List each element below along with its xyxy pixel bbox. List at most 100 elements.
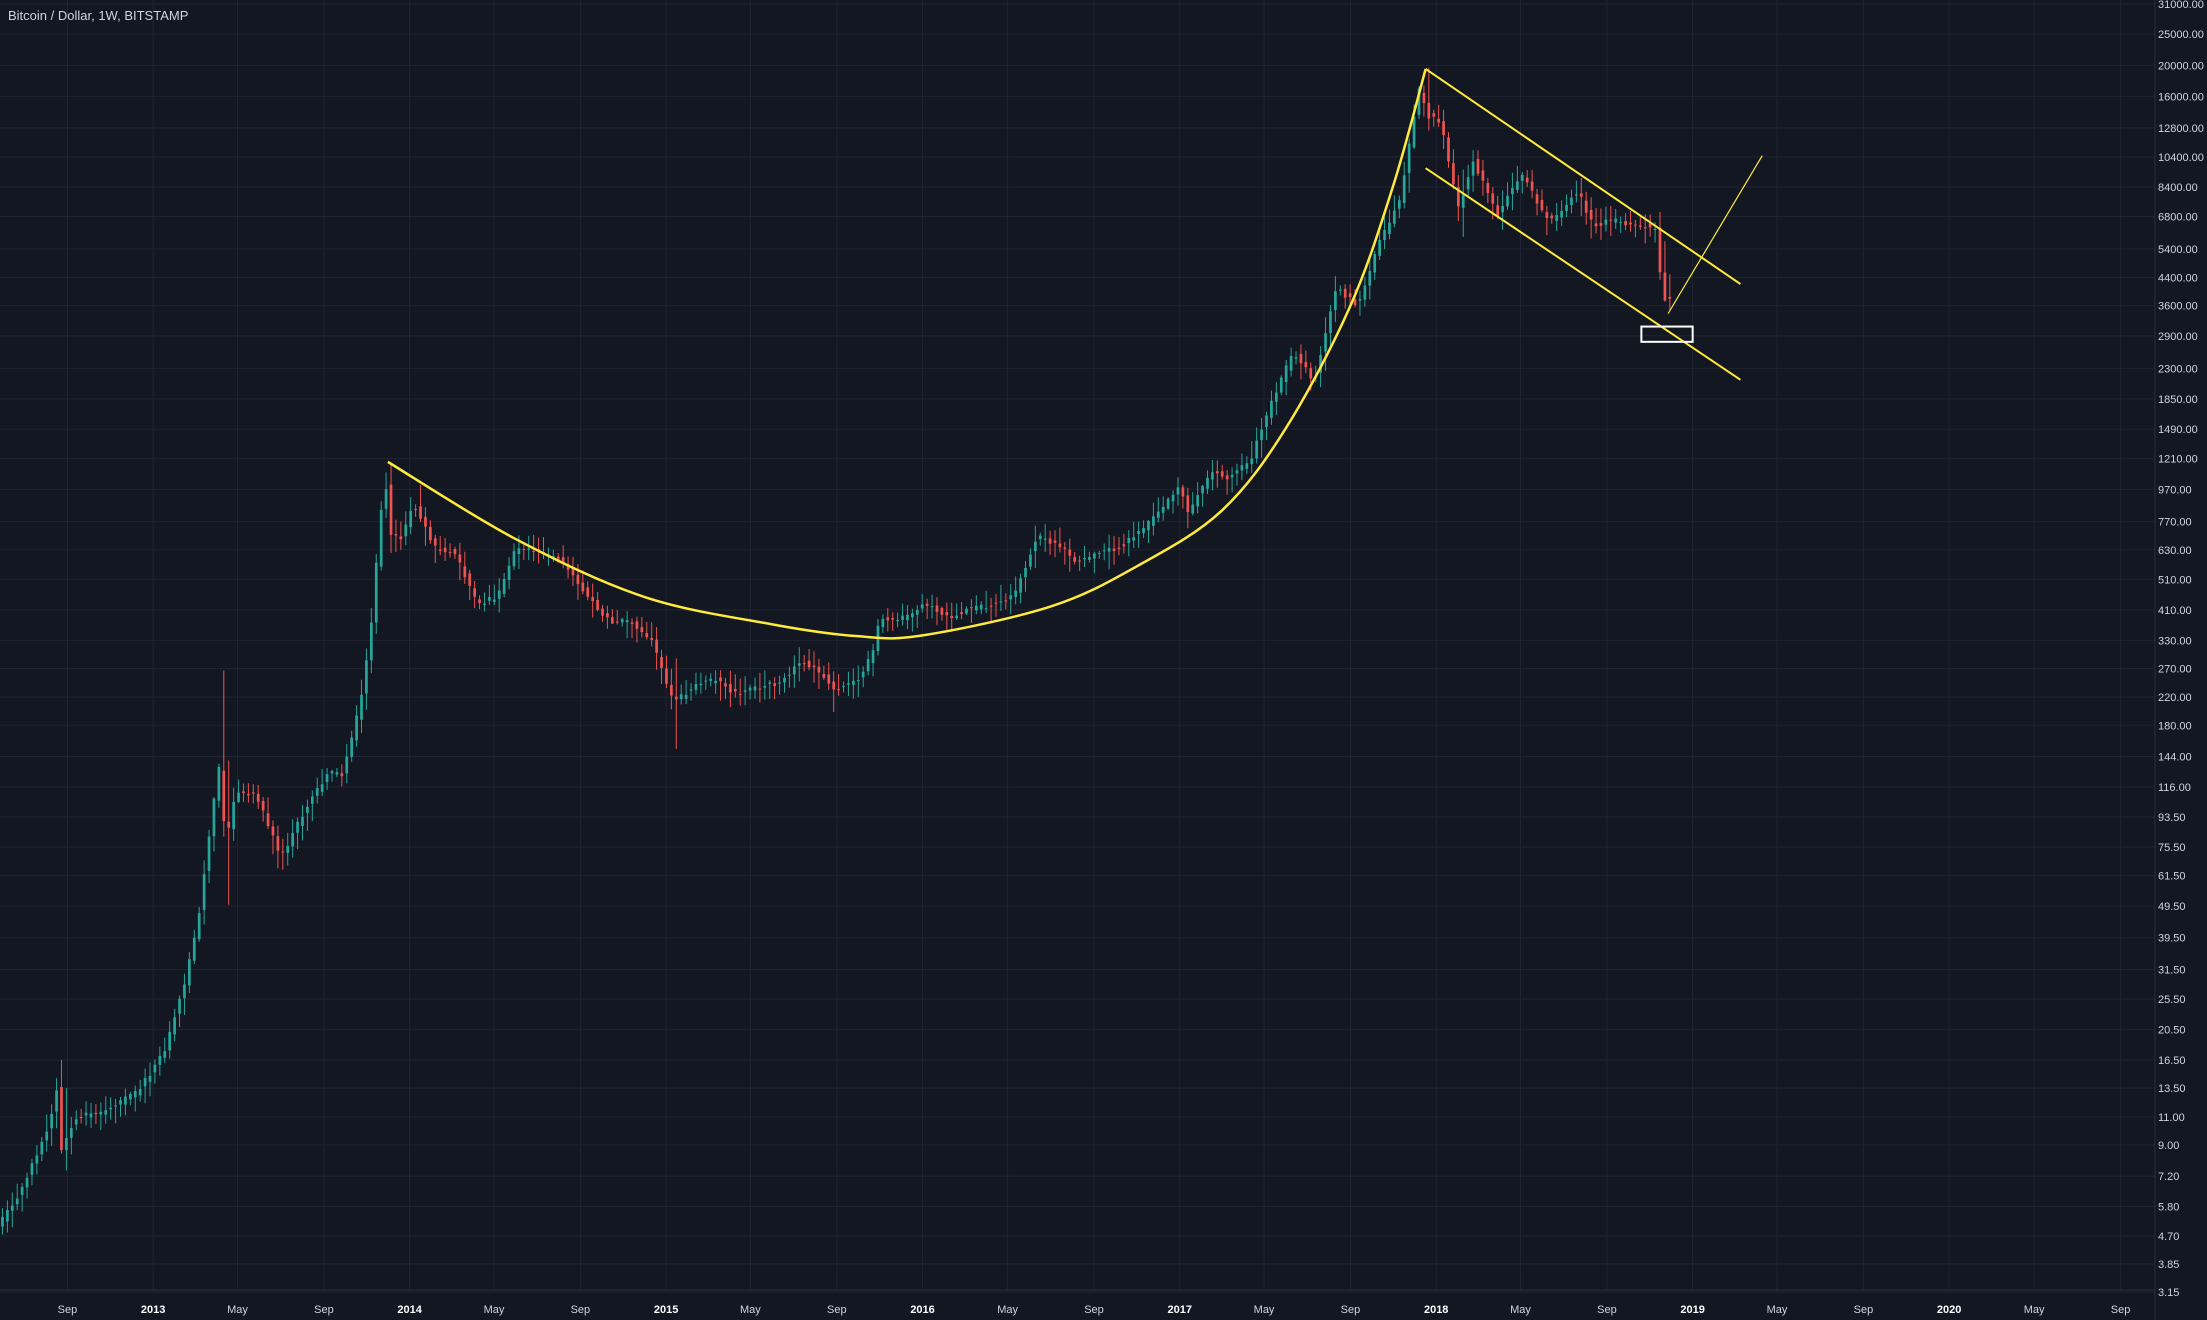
price-tick-label: 1490.00 xyxy=(2158,424,2198,436)
candle-body xyxy=(807,660,811,668)
candle-body xyxy=(630,622,634,624)
candle-body xyxy=(1284,365,1288,383)
candle-body xyxy=(1589,209,1593,220)
candle-body xyxy=(1466,177,1470,190)
candle-body xyxy=(984,608,988,610)
candle-body xyxy=(512,551,516,567)
candle-body xyxy=(1525,177,1529,183)
candle-body xyxy=(738,693,742,695)
candle-body xyxy=(276,836,280,851)
candle-body xyxy=(1550,215,1554,219)
candle-body xyxy=(1338,289,1342,291)
candle-body xyxy=(1358,298,1362,301)
candle-body xyxy=(989,605,993,607)
candle-body xyxy=(281,851,285,853)
price-tick-label: 970.00 xyxy=(2158,484,2192,496)
candle-body xyxy=(1186,495,1190,513)
candle-body xyxy=(940,607,944,615)
candle-body xyxy=(178,998,181,1014)
candle-body xyxy=(615,621,619,623)
candle-body xyxy=(1309,368,1313,379)
candle-body xyxy=(906,614,909,621)
candle-body xyxy=(1584,200,1588,213)
candle-body xyxy=(1127,537,1131,544)
candle-body xyxy=(640,627,644,633)
candle-body xyxy=(1363,285,1367,300)
candle-body xyxy=(1624,221,1627,226)
candle-body xyxy=(1,1216,4,1227)
candle-body xyxy=(1329,311,1332,334)
candle-body xyxy=(1560,210,1563,218)
candle-body xyxy=(822,674,826,678)
candle-body xyxy=(1397,200,1401,209)
price-tick-label: 8400.00 xyxy=(2158,182,2198,194)
candle-body xyxy=(729,684,732,693)
candle-body xyxy=(1083,558,1086,560)
candle-body xyxy=(1191,504,1195,514)
candle-body xyxy=(1176,487,1180,495)
candle-body xyxy=(1638,225,1642,227)
trend-line-drawing xyxy=(1667,155,1763,314)
candle-body xyxy=(1427,103,1431,119)
candle-body xyxy=(330,771,334,774)
price-tick-label: 2900.00 xyxy=(2158,331,2198,343)
candle-body xyxy=(483,603,486,605)
candle-body xyxy=(1019,578,1022,593)
candle-body xyxy=(522,549,526,551)
candle-body xyxy=(1348,293,1352,298)
time-tick-label: Sep xyxy=(827,1304,847,1316)
time-tick-label: 2015 xyxy=(654,1304,678,1316)
candle-body xyxy=(10,1205,14,1211)
candle-body xyxy=(566,564,570,570)
candle-body xyxy=(222,770,226,822)
candle-body xyxy=(1565,204,1568,212)
candle-body xyxy=(832,681,836,690)
candle-body xyxy=(1388,222,1391,235)
candle-body xyxy=(424,516,427,527)
candle-body xyxy=(871,650,875,664)
candle-body xyxy=(389,484,393,535)
candle-body xyxy=(251,792,255,794)
candle-body xyxy=(694,684,698,690)
candle-body xyxy=(561,557,565,564)
candle-body xyxy=(886,617,890,621)
candle-body xyxy=(665,668,668,684)
candle-body xyxy=(852,680,855,685)
candle-body xyxy=(65,1138,68,1151)
candle-body xyxy=(1215,471,1219,474)
price-tick-label: 39.50 xyxy=(2158,933,2186,945)
candle-body xyxy=(497,590,501,599)
candle-body xyxy=(920,604,924,609)
candle-body xyxy=(183,984,186,999)
candle-body xyxy=(743,690,747,692)
candle-body xyxy=(143,1077,147,1087)
candle-body xyxy=(50,1113,53,1129)
candle-body xyxy=(45,1131,49,1141)
candle-body xyxy=(1334,291,1337,311)
candle-body xyxy=(1604,219,1608,225)
time-tick-label: Sep xyxy=(571,1304,591,1316)
candle-body xyxy=(979,604,983,610)
candle-body xyxy=(1033,541,1037,552)
candle-body xyxy=(60,1087,63,1151)
time-tick-label: Sep xyxy=(2111,1304,2131,1316)
candle-body xyxy=(1570,197,1573,206)
price-tick-label: 10400.00 xyxy=(2158,152,2204,164)
candle-body xyxy=(453,548,457,555)
candle-body xyxy=(478,599,481,604)
candle-body xyxy=(1048,538,1052,544)
candle-body xyxy=(911,613,914,618)
candle-body xyxy=(429,526,432,541)
candle-body xyxy=(1663,272,1667,301)
candle-body xyxy=(84,1112,88,1116)
price-tick-label: 6800.00 xyxy=(2158,212,2198,224)
candle-body xyxy=(1481,170,1485,181)
price-tick-label: 144.00 xyxy=(2158,752,2192,764)
candle-body xyxy=(1422,92,1426,104)
time-tick-label: May xyxy=(484,1304,505,1316)
candle-body xyxy=(527,548,531,550)
candle-body xyxy=(1220,471,1224,477)
candle-body xyxy=(1225,475,1229,480)
price-tick-label: 31000.00 xyxy=(2158,0,2204,11)
